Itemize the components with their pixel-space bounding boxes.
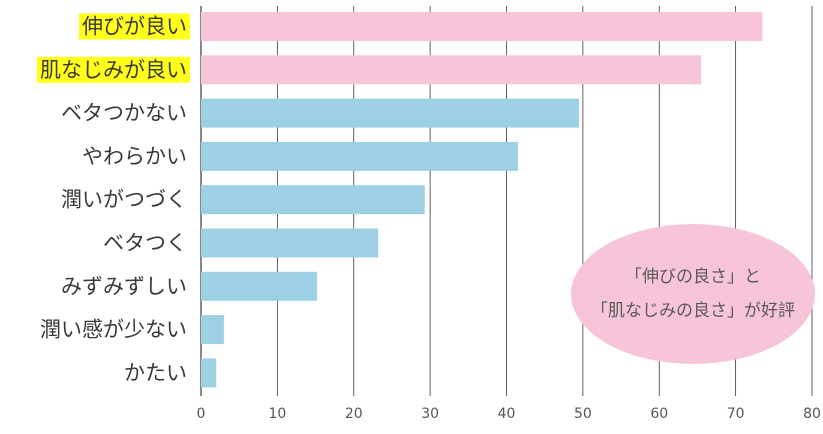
annotation-bubble [571, 224, 815, 364]
annotation: 「伸びの良さ」と 「肌なじみの良さ」が好評 [571, 224, 815, 364]
tick-label-80: 80 [803, 406, 821, 422]
tick-label-70: 70 [727, 406, 745, 422]
label-highlight-1 [37, 56, 190, 83]
label-highlight-0 [79, 13, 190, 40]
bar-3 [201, 141, 518, 171]
tick-label-20: 20 [345, 406, 363, 422]
tick-label-60: 60 [650, 406, 668, 422]
category-label-4: 潤いがつづく [61, 188, 187, 212]
bars [201, 12, 763, 388]
category-label-5: ベタつく [103, 231, 187, 255]
tick-label-50: 50 [574, 406, 592, 422]
annotation-line-1: 「伸びの良さ」と [625, 267, 761, 287]
category-label-8: かたい [124, 361, 187, 385]
bar-5 [201, 228, 379, 258]
category-label-0: 伸びが良い [82, 15, 187, 39]
category-label-2: ベタつかない [61, 101, 187, 125]
bar-4 [201, 185, 425, 215]
tick-label-10: 10 [268, 406, 286, 422]
category-label-6: みずみずしい [61, 274, 187, 298]
category-labels: 伸びが良い肌なじみが良いベタつかないやわらかい潤いがつづくベタつくみずみずしい潤… [37, 13, 190, 385]
x-axis-ticks: 0 10 20 30 40 50 60 70 80 [197, 406, 821, 422]
bar-1 [201, 55, 702, 85]
category-label-3: やわらかい [82, 144, 187, 168]
bar-8 [201, 358, 217, 388]
category-label-7: 潤い感が少ない [40, 318, 187, 342]
bar-7 [201, 315, 224, 345]
tick-label-40: 40 [498, 406, 516, 422]
annotation-line-2: 「肌なじみの良さ」が好評 [591, 301, 795, 321]
tick-label-0: 0 [197, 406, 206, 422]
tick-label-30: 30 [421, 406, 439, 422]
bar-6 [201, 271, 318, 301]
bar-2 [201, 98, 580, 128]
bar-0 [201, 12, 763, 41]
category-label-1: 肌なじみが良い [40, 58, 187, 82]
